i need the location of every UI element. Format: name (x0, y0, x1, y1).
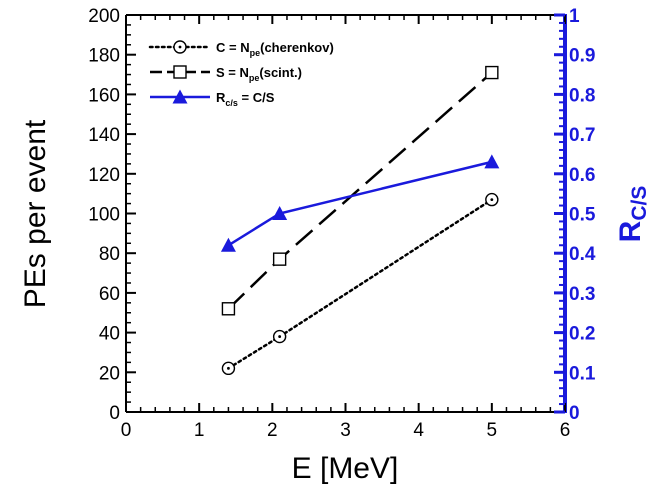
series-scint (221, 65, 499, 316)
data-point-scint (485, 65, 499, 80)
x-tick-label: 4 (413, 420, 424, 441)
y2-tick-label: 0.3 (569, 284, 595, 305)
legend-item-scint: S = Npe(scint.) (150, 65, 302, 83)
x-tick-label: 6 (560, 420, 571, 441)
y2-axis-title: RC/S (614, 186, 651, 243)
y-tick-label: 100 (88, 205, 120, 226)
data-point-cherenkov-center (278, 335, 282, 338)
legend-label-tail: (scint.) (259, 65, 302, 80)
data-point-ratio (484, 154, 500, 169)
legend-label-sub: pe (250, 48, 261, 58)
x-tick-label: 0 (121, 420, 132, 441)
series-cherenkov (221, 192, 499, 376)
y-tick-label: 60 (99, 284, 120, 305)
y2-tick-label: 0.7 (569, 125, 595, 146)
y2-tick-label: 0.4 (569, 244, 596, 265)
x-tick-label: 1 (194, 420, 205, 441)
y2-tick-label: 0.2 (569, 324, 595, 345)
y-tick-label: 80 (99, 244, 120, 265)
legend-marker-scint (173, 65, 187, 79)
y-tick-label: 200 (88, 6, 120, 27)
legend-label-tail: = C/S (238, 90, 275, 105)
x-tick-label: 5 (487, 420, 498, 441)
series-layer (220, 65, 500, 376)
y2-tick-label: 0.5 (569, 205, 596, 226)
legend-label-main: C = N (216, 40, 250, 55)
legend-label-tail: (cherenkov) (260, 40, 334, 55)
legend-label-main: S = N (216, 65, 249, 80)
y2-tick-label: 0.1 (569, 363, 596, 384)
legend-label-sub: c/s (225, 98, 238, 108)
data-point-cherenkov-center (227, 366, 230, 370)
y-tick-label: 160 (88, 85, 120, 106)
legend-label-scint: S = Npe(scint.) (216, 65, 302, 83)
data-point-scint (221, 302, 236, 316)
x-tick-label: 2 (267, 420, 278, 441)
legend-label-sub: pe (249, 73, 260, 83)
series-line-ratio (227, 160, 493, 247)
legend-label-ratio: Rc/s = C/S (216, 90, 275, 108)
svg-text:RC/S: RC/S (614, 186, 651, 243)
y-tick-label: 140 (88, 125, 120, 146)
legend-label-cherenkov: C = Npe(cherenkov) (216, 40, 334, 58)
legend-item-cherenkov: C = Npe(cherenkov) (148, 40, 334, 58)
legend-marker-cherenkov-center (178, 45, 182, 49)
legend: C = Npe(cherenkov)S = Npe(scint.)Rc/s = … (148, 40, 334, 108)
y-tick-label: 0 (109, 403, 120, 424)
y-tick-label: 180 (88, 46, 120, 67)
y2-tick-label: 0.8 (569, 85, 595, 106)
y-tick-label: 40 (99, 324, 120, 345)
data-point-cherenkov-center (490, 198, 494, 202)
y2-axis-title-main: R (614, 220, 647, 242)
y-tick-label: 20 (99, 363, 120, 384)
y2-tick-label: 0.6 (569, 165, 595, 186)
y2-tick-label: 0 (569, 403, 580, 424)
y-tick-label: 120 (88, 165, 120, 186)
series-ratio (220, 154, 500, 252)
y-axis-title: PEs per event (19, 119, 52, 308)
y2-tick-label: 1 (569, 6, 580, 27)
series-line-cherenkov (227, 198, 494, 370)
axes-layer: 0 1 2 3 4 5 602040608010012014016018020000.10.… (88, 6, 596, 441)
data-point-ratio (272, 206, 288, 220)
data-point-scint (272, 252, 287, 266)
x-axis-title: E [MeV] (292, 452, 399, 485)
x-tick-label: 3 (340, 420, 351, 441)
legend-item-ratio: Rc/s = C/S (150, 89, 275, 108)
y2-tick-label: 0.9 (569, 46, 595, 67)
legend-marker-ratio (172, 89, 188, 104)
data-point-ratio (220, 237, 236, 252)
series-line-scint (227, 71, 493, 310)
legend-label-main: R (216, 90, 226, 105)
y2-axis-title-sub: C/S (628, 186, 651, 221)
